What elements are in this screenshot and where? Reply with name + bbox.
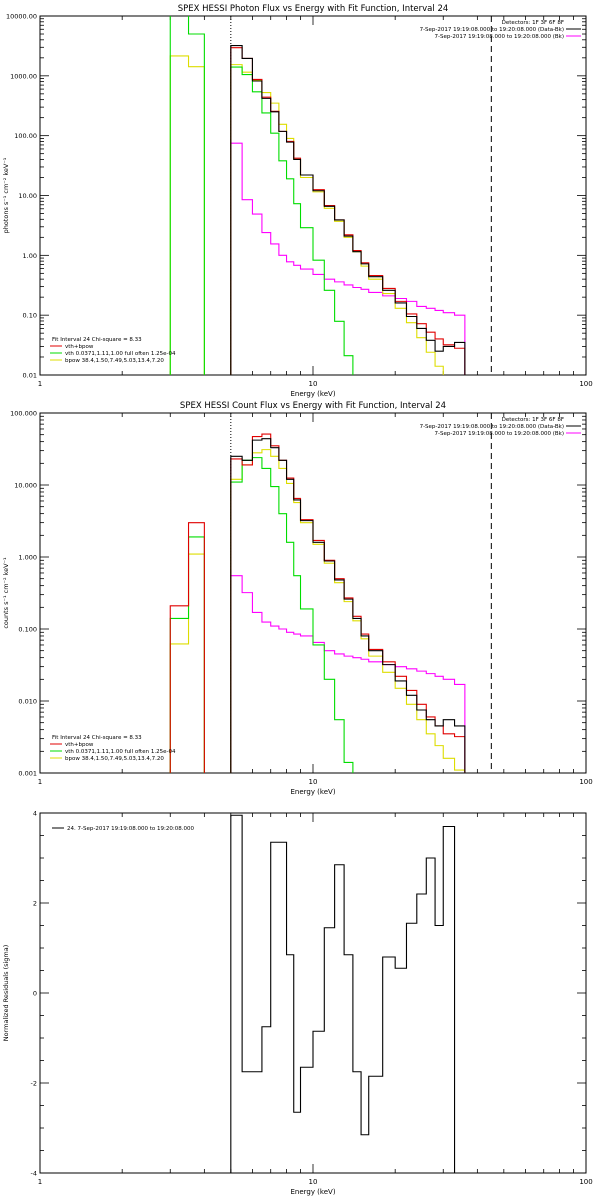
x-tick-label: 1	[38, 380, 42, 388]
y-tick-label: 100.000	[10, 410, 37, 418]
plot-panel-1: SPEX HESSI Photon Flux vs Energy with Fi…	[2, 4, 593, 398]
x-axis-label: Energy (keV)	[290, 788, 335, 796]
legend-entry: Detectors: 1F 3F 6F 8F	[502, 417, 564, 423]
x-tick-label: 100	[579, 380, 592, 388]
x-axis-label: Energy (keV)	[290, 390, 335, 398]
y-tick-label: 1.00	[23, 252, 37, 260]
legend-left: Fit Interval 24 Chi-square = 8.33vth+bpo…	[50, 735, 176, 762]
series-group	[169, 433, 466, 773]
x-axis: 1 10 100	[38, 413, 593, 786]
x-tick-label: 10	[309, 1178, 318, 1186]
legend-left: 24. 7-Sep-2017 19:19:08.000 to 19:20:08.…	[52, 826, 194, 832]
y-tick-label: 1000.00	[10, 72, 37, 80]
y-tick-label: 10.00	[18, 192, 37, 200]
y-tick-label: -2	[31, 1080, 37, 1088]
plot-frame	[39, 812, 587, 1174]
y-axis: -4 -2 0 2 4	[31, 810, 586, 1178]
y-tick-label: 2	[33, 900, 37, 908]
y-tick-label: 1.000	[18, 554, 37, 562]
legend-entry: Fit Interval 24 Chi-square = 8.33	[52, 337, 142, 343]
x-axis: 1 10 100	[38, 813, 593, 1186]
y-axis-label: photons s⁻¹ cm⁻² keV⁻¹	[2, 157, 10, 233]
series-fit_total	[230, 47, 466, 375]
legend-entry: vth+bpow	[65, 742, 94, 748]
x-axis: 1 10 100	[38, 16, 593, 388]
legend-entry: 7-Sep-2017 19:19:08.000 to 19:20:08.000 …	[420, 424, 564, 430]
y-axis: 0.01 0.10 1.00 10.00 100.00 1000.00 10000.00	[6, 13, 586, 380]
series-vth	[169, 536, 205, 773]
legend-right: Detectors: 1F 3F 6F 8F7-Sep-2017 19:19:0…	[420, 417, 581, 437]
legend-entry: 7-Sep-2017 19:19:08.000 to 19:20:08.000 …	[420, 27, 564, 33]
x-tick-label: 1	[38, 1178, 42, 1186]
plot-panel-3: 1 10 100 Energy (keV) -4 -2 0 2 4 Normalized Resi…	[2, 810, 593, 1197]
y-tick-label: 0.010	[18, 698, 37, 706]
y-tick-label: 10000.00	[6, 13, 37, 21]
plot-frame	[39, 15, 587, 376]
legend-entry: 7-Sep-2017 19:19:08.000 to 19:20:08.000 …	[435, 431, 565, 437]
y-tick-label: 0	[33, 990, 37, 998]
legend-entry: vth 0.0371,1.11,1.00 full often 1.25e-04	[65, 351, 176, 357]
y-tick-label: 10.000	[14, 482, 37, 490]
series-bpow	[230, 449, 466, 773]
x-tick-label: 10	[309, 380, 318, 388]
series-background	[230, 142, 466, 375]
series-data	[230, 814, 456, 1173]
legend-left: Fit Interval 24 Chi-square = 8.33vth+bpo…	[50, 337, 176, 364]
y-tick-label: 4	[33, 810, 37, 818]
legend-entry: Fit Interval 24 Chi-square = 8.33	[52, 735, 142, 741]
series-fit_total	[230, 433, 466, 773]
x-axis-label: Energy (keV)	[290, 1188, 335, 1196]
series-group	[169, 16, 466, 375]
series-bpow	[169, 553, 205, 773]
plot-frame	[39, 412, 587, 774]
series-data	[230, 438, 466, 773]
y-tick-label: 0.10	[23, 312, 37, 320]
x-tick-label: 10	[309, 778, 318, 786]
series-bpow	[230, 64, 444, 375]
series-fit_total	[169, 522, 205, 773]
legend-entry: vth+bpow	[65, 344, 94, 350]
legend-entry: bpow 38.4,1.50,7.49,5.03,13.4,7.20	[65, 756, 164, 762]
y-axis: 0.001 0.010 0.100 1.000 10.000 100.000	[10, 410, 586, 778]
series-vth	[169, 16, 205, 375]
series-vth	[230, 457, 354, 773]
legend-entry: 24. 7-Sep-2017 19:19:08.000 to 19:20:08.…	[67, 826, 194, 832]
x-tick-label: 100	[579, 1178, 592, 1186]
series-vth	[230, 66, 354, 375]
legend-entry: vth 0.0371,1.11,1.00 full often 1.25e-04	[65, 749, 176, 755]
x-tick-label: 1	[38, 778, 42, 786]
legend-entry: 7-Sep-2017 19:19:08.000 to 19:20:08.000 …	[435, 34, 565, 40]
series-background	[230, 575, 466, 773]
y-tick-label: -4	[31, 1170, 37, 1178]
legend-entry: Detectors: 1F 3F 6F 8F	[502, 20, 564, 26]
plot-panel-2: SPEX HESSI Count Flux vs Energy with Fit…	[2, 401, 593, 796]
legend-entry: bpow 38.4,1.50,7.49,5.03,13.4,7.20	[65, 358, 164, 364]
chart-title: SPEX HESSI Photon Flux vs Energy with Fi…	[178, 4, 449, 14]
y-tick-label: 0.100	[18, 626, 37, 634]
legend-right: Detectors: 1F 3F 6F 8F7-Sep-2017 19:19:0…	[420, 20, 581, 40]
y-tick-label: 0.001	[18, 770, 37, 778]
y-axis-label: Normalized Residuals (sigma)	[2, 945, 10, 1042]
y-axis-label: counts s⁻¹ cm⁻² keV⁻¹	[2, 557, 10, 629]
series-data	[230, 45, 466, 375]
y-tick-label: 100.00	[14, 132, 37, 140]
series-group	[230, 814, 456, 1173]
chart-title: SPEX HESSI Count Flux vs Energy with Fit…	[180, 401, 446, 411]
y-tick-label: 0.01	[23, 372, 37, 380]
x-tick-label: 100	[579, 778, 592, 786]
